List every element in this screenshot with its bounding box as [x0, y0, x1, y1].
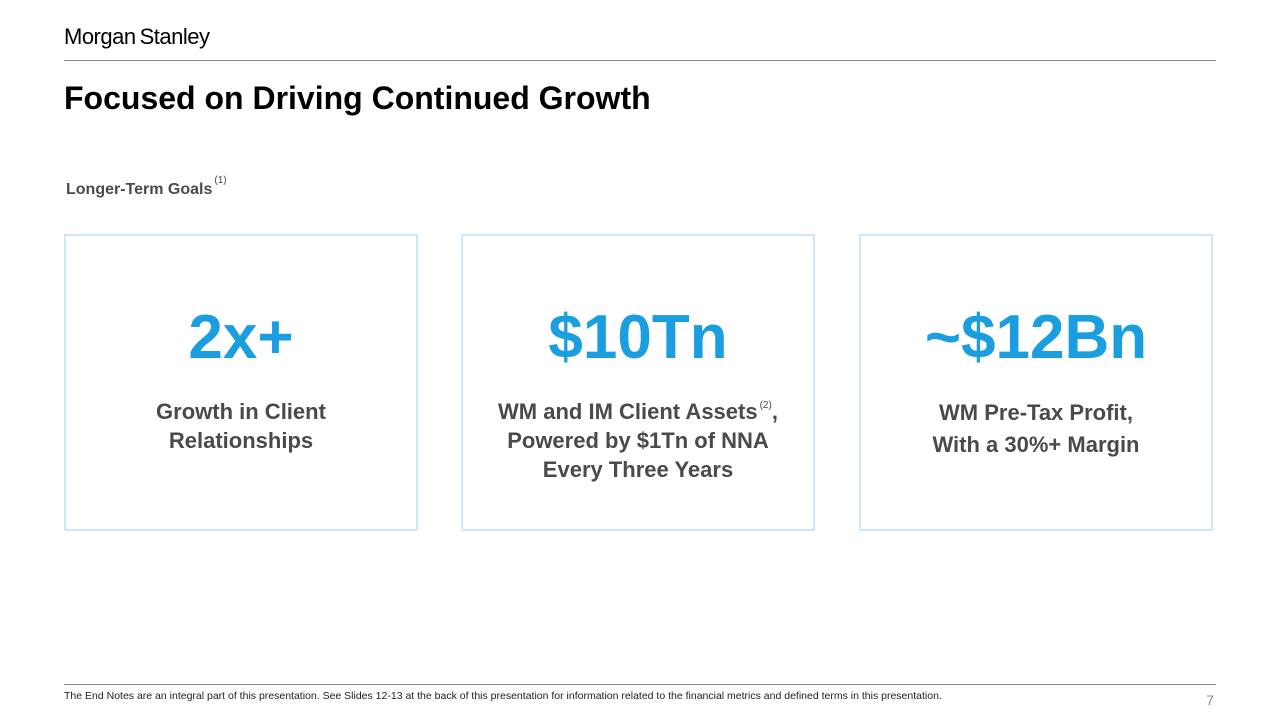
section-label: Longer-Term Goals(1) — [66, 175, 227, 199]
section-footnote-ref: (1) — [214, 175, 227, 186]
card-description-line: Every Three Years — [542, 457, 734, 482]
card-metric: $10Tn — [548, 303, 728, 372]
logo-word-morgan: Morgan — [64, 24, 136, 49]
card-metric: ~$12Bn — [924, 303, 1148, 372]
card-description: WM and IM Client Assets (2), Powered by $… — [473, 397, 803, 484]
page-title: Focused on Driving Continued Growth — [64, 80, 651, 116]
card-description-line: WM and IM Client Assets (2), — [473, 397, 803, 426]
card-description: Growth in Client Relationships — [76, 397, 406, 455]
goal-card-client-relationships: 2x+ Growth in Client Relationships — [64, 234, 418, 531]
card-description-line: Relationships — [168, 428, 314, 453]
card-description-line: With a 30%+ Margin — [932, 432, 1140, 457]
card-description-line: WM Pre-Tax Profit, — [939, 400, 1133, 425]
footer-divider — [64, 684, 1216, 685]
logo-word-stanley: Stanley — [139, 24, 210, 49]
page-number: 7 — [1206, 692, 1214, 708]
footer-note: The End Notes are an integral part of th… — [64, 690, 942, 702]
card-description-text: WM and IM Client Assets — [498, 399, 758, 424]
goal-card-client-assets: $10Tn WM and IM Client Assets (2), Powere… — [461, 234, 815, 531]
card-footnote-ref: (2) — [759, 400, 772, 411]
card-description-suffix: , — [771, 399, 778, 424]
header-divider — [64, 60, 1216, 61]
section-label-text: Longer-Term Goals — [66, 181, 213, 198]
card-description-line: Growth in Client — [156, 399, 326, 424]
card-description-line: Powered by $1Tn of NNA — [507, 428, 769, 453]
goal-card-pretax-profit: ~$12Bn WM Pre-Tax Profit, With a 30%+ Ma… — [859, 234, 1213, 531]
card-description: WM Pre-Tax Profit, With a 30%+ Margin — [871, 397, 1201, 461]
morgan-stanley-logo: Morgan Stanley — [64, 24, 210, 50]
card-metric: 2x+ — [188, 303, 294, 372]
